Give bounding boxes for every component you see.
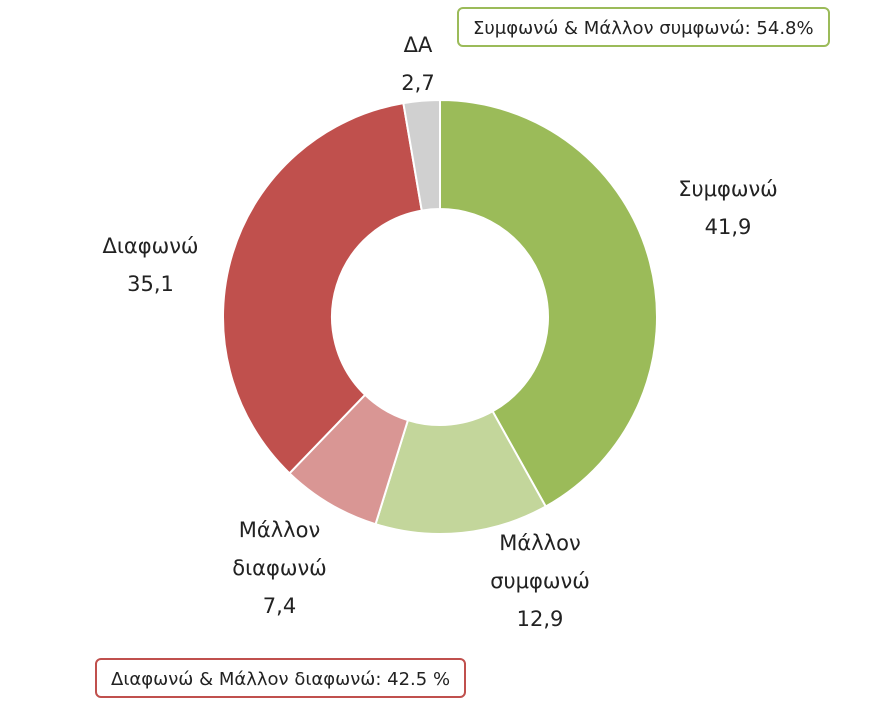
slice-label-disagree-name: Διαφωνώ (102, 234, 199, 258)
slice-agree (439, 98, 658, 508)
slice-label-rather-agree-value: 12,9 (516, 607, 564, 631)
slice-label-rather-disagree-name: Μάλλον διαφωνώ (232, 518, 327, 580)
slice-label-agree-value: 41,9 (704, 215, 752, 239)
slice-label-rather-disagree: Μάλλον διαφωνώ 7,4 (212, 511, 347, 625)
slice-label-disagree: Διαφωνώ 35,1 (88, 227, 213, 303)
slice-label-agree: Συμφωνώ 41,9 (668, 170, 788, 246)
summary-agree-box: Συμφωνώ & Μάλλον συμφωνώ: 54.8% (457, 7, 830, 47)
slice-label-rather-agree: Μάλλον συμφωνώ 12,9 (470, 524, 610, 638)
slice-label-disagree-value: 35,1 (127, 272, 174, 296)
slice-label-rather-agree-name: Μάλλον συμφωνώ (490, 531, 590, 593)
slice-label-no-answer-value: 2,7 (401, 71, 435, 95)
summary-disagree-box: Διαφωνώ & Μάλλον διαφωνώ: 42.5 % (95, 658, 467, 698)
slice-label-no-answer-name: ΔΑ (403, 33, 433, 57)
slice-label-rather-disagree-value: 7,4 (262, 594, 297, 618)
slice-label-no-answer: ΔΑ 2,7 (388, 26, 448, 102)
slice-label-agree-name: Συμφωνώ (678, 177, 778, 201)
slice-no-answer (402, 98, 441, 212)
slice-disagree (222, 101, 423, 475)
